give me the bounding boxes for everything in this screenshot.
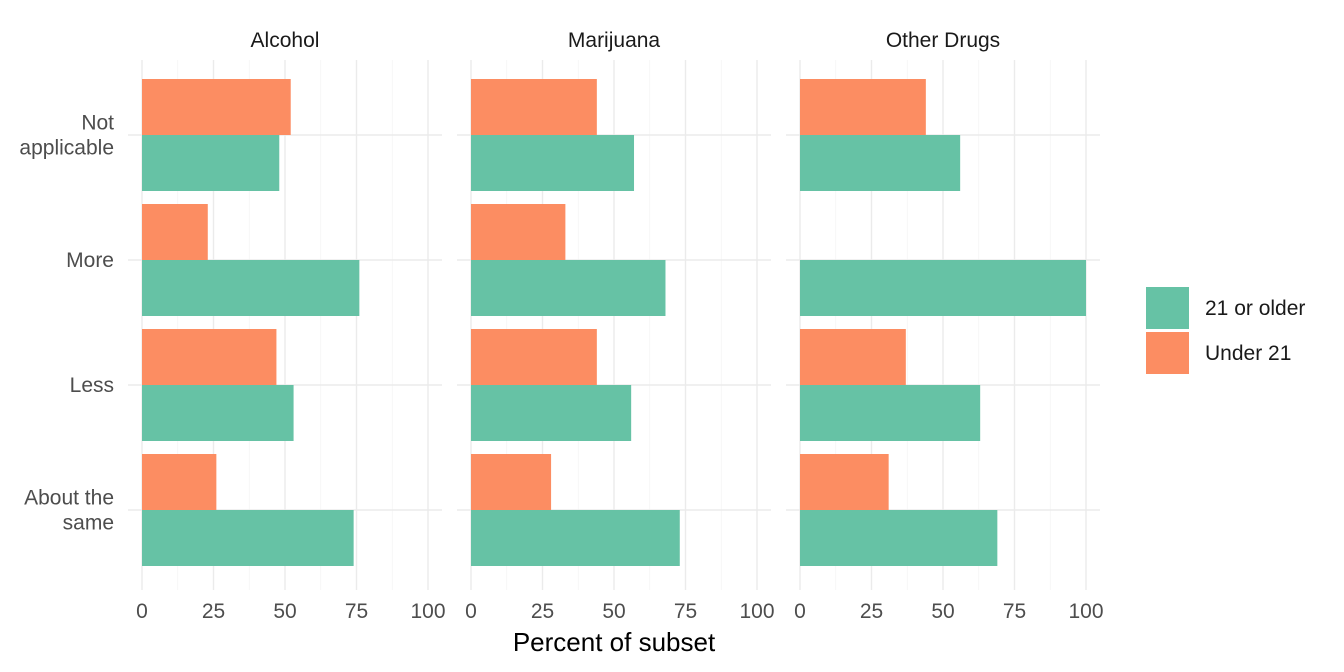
- bar-alcohol-about-the-same-21-or-older: [142, 510, 354, 566]
- bar-other-drugs-less-under-21: [800, 329, 906, 385]
- bar-other-drugs-about-the-same-21-or-older: [800, 510, 998, 566]
- bar-marijuana-more-21-or-older: [471, 260, 666, 316]
- bar-other-drugs-less-21-or-older: [800, 385, 981, 441]
- text-layer: Alcohol 0 25 50 75 100 Marijuana 0 25 50 75 100 Othe…: [19, 29, 1103, 657]
- x-tick-label-other-drugs: 100: [1068, 600, 1103, 623]
- legend-key-under-21: [1146, 332, 1189, 374]
- x-tick-label-alcohol: 25: [202, 600, 225, 623]
- x-tick-label-other-drugs: 25: [860, 600, 883, 623]
- bar-other-drugs-about-the-same-under-21: [800, 454, 889, 510]
- legend-label-under-21: Under 21: [1205, 342, 1291, 365]
- bar-marijuana-about-the-same-under-21: [471, 454, 552, 510]
- bar-marijuana-less-21-or-older: [471, 385, 632, 441]
- bar-marijuana-less-under-21: [471, 329, 597, 385]
- bar-alcohol-more-21-or-older: [142, 260, 360, 316]
- bar-other-drugs-not-applicable-21-or-older: [800, 135, 961, 191]
- x-tick-label-marijuana: 0: [465, 600, 477, 623]
- legend-label-21-or-older: 21 or older: [1205, 297, 1305, 320]
- x-tick-label-other-drugs: 0: [794, 600, 806, 623]
- y-tick-label-less: Less: [70, 374, 114, 397]
- bar-marijuana-about-the-same-21-or-older: [471, 510, 680, 566]
- bar-other-drugs-not-applicable-under-21: [800, 79, 926, 135]
- y-tick-label-about-the-same: About the same: [24, 487, 114, 535]
- panel-title-marijuana: Marijuana: [568, 29, 661, 52]
- x-tick-label-marijuana: 25: [531, 600, 554, 623]
- bar-alcohol-less-under-21: [142, 329, 277, 385]
- x-tick-label-marijuana: 50: [602, 600, 625, 623]
- bar-marijuana-not-applicable-under-21: [471, 79, 597, 135]
- bar-alcohol-not-applicable-21-or-older: [142, 135, 280, 191]
- x-tick-label-other-drugs: 75: [1003, 600, 1026, 623]
- bar-marijuana-not-applicable-21-or-older: [471, 135, 635, 191]
- legend-key-21-or-older: [1146, 287, 1189, 329]
- legend: 21 or older Under 21: [1146, 287, 1305, 374]
- bar-marijuana-more-under-21: [471, 204, 566, 260]
- y-tick-label-not-applicable: Not applicable: [19, 112, 114, 160]
- x-tick-label-alcohol: 75: [345, 600, 368, 623]
- bar-alcohol-more-under-21: [142, 204, 208, 260]
- bar-alcohol-about-the-same-under-21: [142, 454, 217, 510]
- bar-layer: [142, 79, 1086, 566]
- bar-other-drugs-more-21-or-older: [800, 260, 1086, 316]
- x-tick-label-alcohol: 50: [273, 600, 296, 623]
- x-tick-label-marijuana: 75: [674, 600, 697, 623]
- x-tick-label-other-drugs: 50: [931, 600, 954, 623]
- panel-title-alcohol: Alcohol: [251, 29, 320, 52]
- bar-alcohol-not-applicable-under-21: [142, 79, 291, 135]
- panel-title-other-drugs: Other Drugs: [886, 29, 1000, 52]
- bar-alcohol-less-21-or-older: [142, 385, 294, 441]
- x-axis-title: Percent of subset: [513, 627, 716, 657]
- y-tick-label-more: More: [66, 249, 114, 272]
- x-tick-label-marijuana: 100: [739, 600, 774, 623]
- x-tick-label-alcohol: 100: [410, 600, 445, 623]
- x-tick-label-alcohol: 0: [136, 600, 148, 623]
